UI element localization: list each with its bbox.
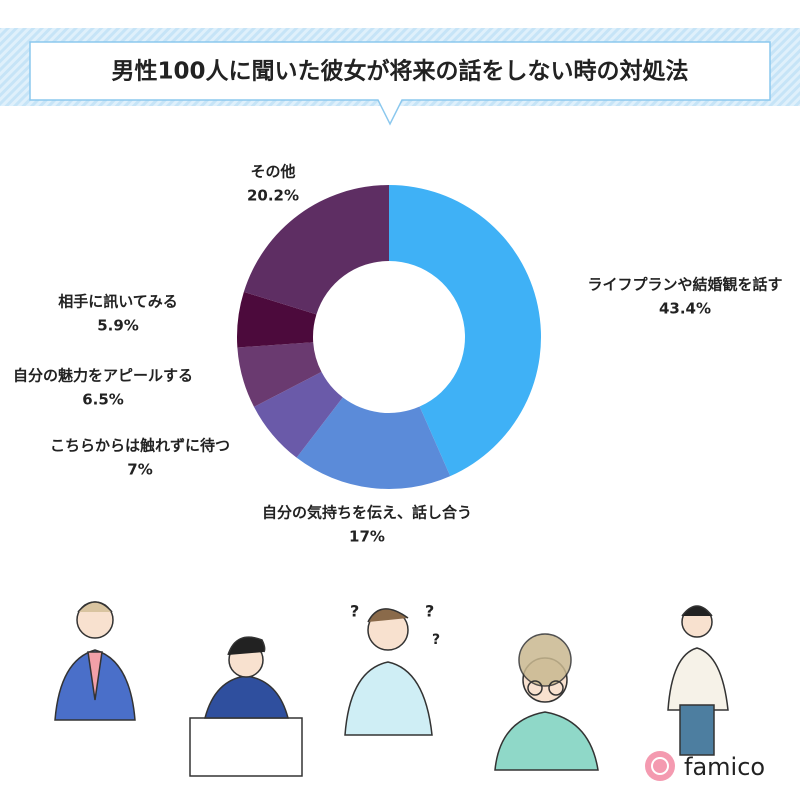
labels: ライフプランや結婚観を話す 43.4% 自分の気持ちを伝え、話し合う 17% こちらから… <box>13 163 783 546</box>
svg-text:?: ? <box>425 602 434 621</box>
donut <box>237 185 542 489</box>
slice <box>243 185 389 315</box>
chart-title: 男性100人に聞いた彼女が将来の話をしない時の対処法 <box>111 58 688 85</box>
category-label: こちらからは触れずに待つ <box>50 437 230 455</box>
category-label: ライフプランや結婚観を話す <box>587 276 782 294</box>
category-label: 自分の魅力をアピールする <box>13 367 193 385</box>
slice <box>237 342 322 407</box>
brand: famico <box>684 753 765 781</box>
slice <box>254 371 343 458</box>
category-label: その他 <box>250 163 295 181</box>
category-label: 自分の気持ちを伝え、話し合う <box>262 504 472 522</box>
value-label: 6.5% <box>82 391 124 409</box>
logo <box>645 751 675 781</box>
value-label: 5.9% <box>97 317 139 335</box>
value-label: 20.2% <box>247 187 299 205</box>
title-banner <box>0 28 800 126</box>
value-label: 43.4% <box>659 300 711 318</box>
svg-text:?: ? <box>350 602 359 621</box>
slice <box>237 291 317 348</box>
slice <box>389 185 542 477</box>
value-label: 7% <box>127 461 152 479</box>
value-label: 17% <box>349 528 385 546</box>
svg-text:?: ? <box>432 632 440 648</box>
category-label: 相手に訊いてみる <box>58 293 178 311</box>
slice <box>296 397 451 489</box>
illustrations: ? ? ? <box>54 601 729 777</box>
